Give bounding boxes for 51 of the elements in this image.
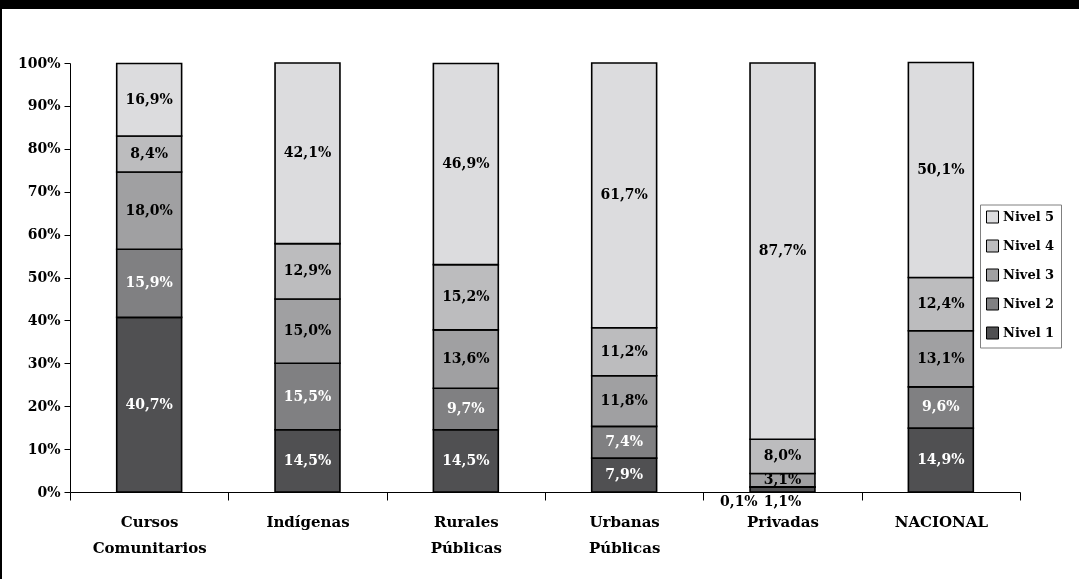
x-tick-label: NACIONAL	[894, 512, 989, 531]
data-label: 46,9%	[442, 155, 490, 172]
y-tick-label: 90%	[27, 97, 61, 114]
data-label: 40,7%	[125, 395, 173, 412]
x-tick-label: Privadas	[747, 512, 819, 531]
legend-label: Nivel 5	[1003, 209, 1055, 224]
data-label: 12,9%	[283, 262, 332, 279]
legend-label: Nivel 4	[1003, 238, 1055, 253]
data-label: 14,5%	[283, 451, 332, 468]
y-tick-label: 100%	[17, 54, 61, 71]
data-label: 42,1%	[283, 144, 332, 161]
x-tick-label: Rurales Públicas	[430, 512, 503, 557]
data-label: 13,1%	[917, 349, 965, 366]
data-label: 61,7%	[600, 186, 648, 203]
data-label: 7,9%	[605, 466, 643, 483]
legend-label: Nivel 2	[1003, 296, 1055, 311]
data-label: 8,4%	[130, 144, 168, 161]
y-tick-label: 50%	[27, 269, 61, 285]
data-label: 87,7%	[758, 242, 807, 259]
data-label: 11,8%	[600, 392, 648, 409]
data-label: 12,4%	[917, 295, 965, 312]
data-label: 0,1%	[720, 493, 758, 509]
data-label: 14,5%	[442, 451, 490, 468]
y-tick-label: 10%	[27, 440, 61, 457]
y-tick-label: 80%	[27, 140, 61, 157]
data-label: 18,0%	[125, 201, 173, 218]
y-tick-label: 20%	[27, 397, 61, 414]
data-label: 13,6%	[442, 350, 490, 367]
data-label: 15,0%	[283, 322, 332, 339]
data-label: 16,9%	[125, 90, 173, 107]
y-tick-label: 70%	[27, 183, 61, 200]
legend-label: Nivel 1	[1003, 325, 1055, 340]
data-label: 15,2%	[442, 288, 490, 305]
data-label: 50,1%	[917, 161, 965, 178]
x-tick-label: Indígenas	[266, 512, 350, 531]
y-tick-label: 30%	[27, 354, 61, 371]
data-label: 9,7%	[447, 399, 485, 416]
x-tick-label: Urbanas Públicas	[588, 512, 661, 557]
data-label: 9,6%	[922, 398, 960, 415]
data-label: 15,5%	[283, 387, 332, 404]
data-label: 15,9%	[125, 274, 173, 291]
legend-label: Nivel 3	[1003, 267, 1055, 282]
y-tick-label: 60%	[27, 226, 61, 243]
data-label: 7,4%	[605, 433, 643, 450]
data-label: 14,9%	[917, 451, 965, 468]
y-tick-label: 0%	[37, 483, 61, 500]
data-label: 11,2%	[600, 342, 648, 359]
x-tick-label: Cursos Comunitarios	[92, 512, 207, 557]
y-tick-label: 40%	[27, 311, 61, 328]
data-label: 8,0%	[763, 447, 802, 464]
data-label: 1,1%	[763, 493, 802, 509]
